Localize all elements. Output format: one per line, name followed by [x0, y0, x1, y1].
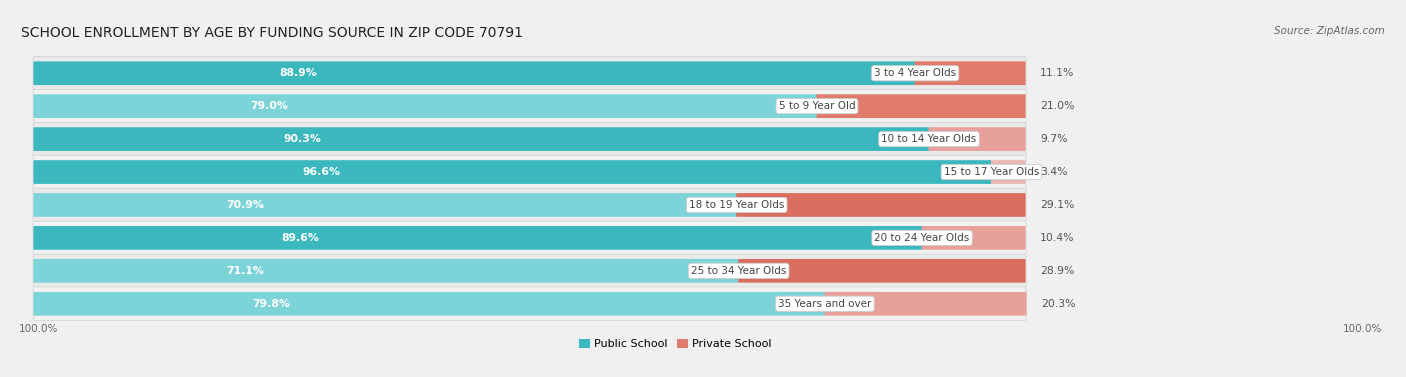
Text: 21.0%: 21.0%	[1040, 101, 1074, 111]
Text: 79.8%: 79.8%	[252, 299, 290, 309]
Text: 90.3%: 90.3%	[284, 134, 322, 144]
FancyBboxPatch shape	[34, 127, 929, 151]
Text: 18 to 19 Year Olds: 18 to 19 Year Olds	[689, 200, 785, 210]
FancyBboxPatch shape	[34, 259, 740, 283]
Text: 11.1%: 11.1%	[1040, 68, 1074, 78]
Text: 71.1%: 71.1%	[226, 266, 264, 276]
FancyBboxPatch shape	[34, 61, 915, 85]
FancyBboxPatch shape	[34, 57, 1026, 90]
Text: 70.9%: 70.9%	[226, 200, 264, 210]
Text: 3 to 4 Year Olds: 3 to 4 Year Olds	[875, 68, 956, 78]
FancyBboxPatch shape	[34, 221, 1026, 255]
Text: 29.1%: 29.1%	[1040, 200, 1074, 210]
FancyBboxPatch shape	[737, 193, 1025, 217]
FancyBboxPatch shape	[34, 193, 737, 217]
FancyBboxPatch shape	[34, 254, 1026, 288]
FancyBboxPatch shape	[34, 292, 825, 316]
Text: 20 to 24 Year Olds: 20 to 24 Year Olds	[875, 233, 970, 243]
FancyBboxPatch shape	[34, 188, 1026, 222]
FancyBboxPatch shape	[34, 122, 1026, 156]
FancyBboxPatch shape	[824, 292, 1026, 316]
Text: 89.6%: 89.6%	[281, 233, 319, 243]
FancyBboxPatch shape	[928, 127, 1025, 151]
Text: 35 Years and over: 35 Years and over	[779, 299, 872, 309]
FancyBboxPatch shape	[34, 226, 922, 250]
FancyBboxPatch shape	[34, 94, 817, 118]
FancyBboxPatch shape	[921, 226, 1025, 250]
FancyBboxPatch shape	[991, 160, 1025, 184]
Legend: Public School, Private School: Public School, Private School	[579, 339, 772, 349]
Text: 88.9%: 88.9%	[280, 68, 318, 78]
Text: SCHOOL ENROLLMENT BY AGE BY FUNDING SOURCE IN ZIP CODE 70791: SCHOOL ENROLLMENT BY AGE BY FUNDING SOUR…	[21, 26, 523, 40]
Text: 15 to 17 Year Olds: 15 to 17 Year Olds	[943, 167, 1039, 177]
Text: 20.3%: 20.3%	[1040, 299, 1076, 309]
FancyBboxPatch shape	[817, 94, 1025, 118]
Text: 25 to 34 Year Olds: 25 to 34 Year Olds	[690, 266, 786, 276]
Text: 79.0%: 79.0%	[250, 101, 288, 111]
FancyBboxPatch shape	[915, 61, 1025, 85]
Text: 3.4%: 3.4%	[1040, 167, 1067, 177]
Text: 100.0%: 100.0%	[1343, 325, 1382, 334]
Text: 100.0%: 100.0%	[20, 325, 59, 334]
Text: 28.9%: 28.9%	[1040, 266, 1074, 276]
Text: Source: ZipAtlas.com: Source: ZipAtlas.com	[1274, 26, 1385, 37]
Text: 10.4%: 10.4%	[1040, 233, 1074, 243]
FancyBboxPatch shape	[34, 155, 1026, 189]
FancyBboxPatch shape	[738, 259, 1025, 283]
Text: 10 to 14 Year Olds: 10 to 14 Year Olds	[882, 134, 977, 144]
Text: 9.7%: 9.7%	[1040, 134, 1067, 144]
FancyBboxPatch shape	[34, 89, 1026, 123]
FancyBboxPatch shape	[34, 160, 993, 184]
FancyBboxPatch shape	[34, 287, 1026, 320]
Text: 96.6%: 96.6%	[302, 167, 340, 177]
Text: 5 to 9 Year Old: 5 to 9 Year Old	[779, 101, 855, 111]
